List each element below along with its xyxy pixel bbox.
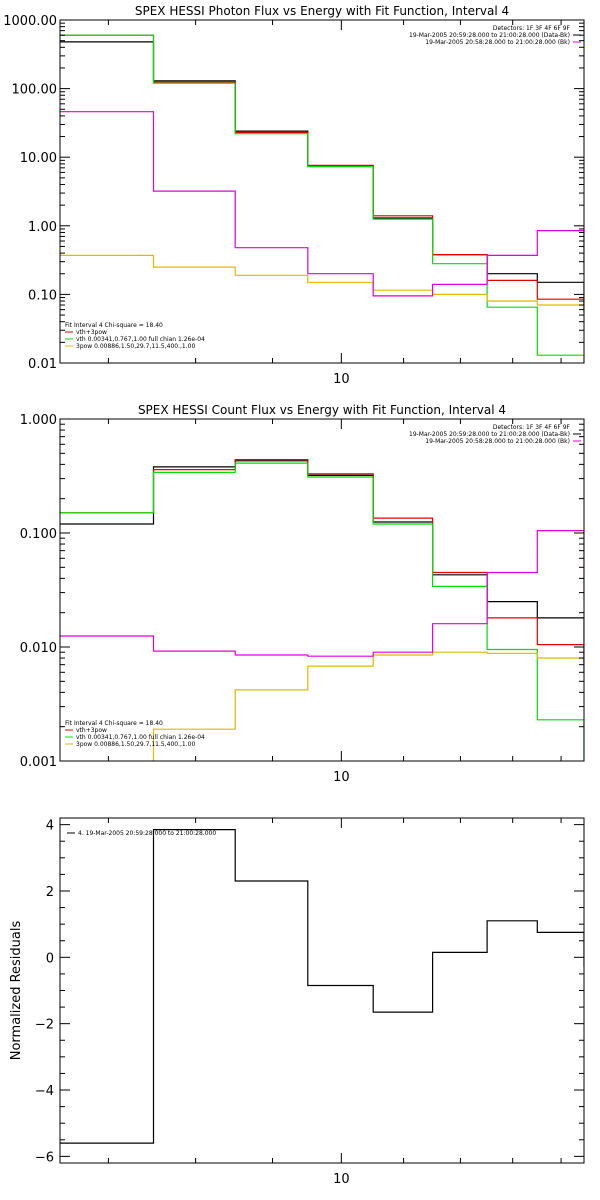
fit-legend-text: vth 0.00341,0.767,1.00 full chian 1.26e-… [76,336,205,343]
y-tick-label: 0.100 [20,527,57,542]
legend-text: 19-Mar-2005 20:58:28.000 to 21:00:28.000… [425,438,570,445]
fit-legend: Fit Interval 4 Chi-square = 18.40vth+3po… [65,720,205,748]
x-tick-label: 10 [333,1172,350,1187]
series-line-vth-3pow [60,459,584,665]
legend-text: 19-Mar-2005 20:58:28.000 to 21:00:28.000… [425,39,570,46]
series-line-vth [60,34,584,363]
y-tick-label: 1.00 [28,220,57,235]
chart-title: SPEX HESSI Photon Flux vs Energy with Fi… [135,4,509,18]
y-tick-label: 100.00 [12,83,58,98]
y-tick-label: 0 [46,951,54,966]
y-tick-label: 1000.00 [3,14,57,29]
series-line-bk [60,530,584,657]
legend-text: Detectors: 1F 3F 4F 6F 9F [493,424,571,431]
y-tick-label: 0.010 [20,641,57,656]
series-line-3pow [60,254,584,310]
x-tick-label: 10 [333,770,350,785]
legend-text: 19-Mar-2005 20:59:28.000 to 21:00:28.000… [409,431,570,438]
fit-legend: Fit Interval 4 Chi-square = 18.40vth+3po… [65,322,205,350]
y-tick-label: 0.001 [20,755,57,770]
residuals-panel: −6 −4 −2 0 2 4 10 Normalized Residuals 4. 19-Mar… [9,817,585,1187]
y-tick-label: 0.01 [28,357,57,372]
chart-title: SPEX HESSI Count Flux vs Energy with Fit… [138,403,506,417]
x-tick-label: 10 [333,372,350,387]
series-line-3pow [152,651,584,761]
y-tick-label: −2 [35,1018,54,1033]
series-line-data-bk [60,41,584,313]
series-line-vth [60,462,584,761]
y-axis-label: Normalized Residuals [9,921,24,1061]
y-tick-label: 4 [46,819,54,834]
legend: 4. 19-Mar-2005 20:59:28.000 to 21:00:28.… [67,830,216,837]
y-tick-label: −6 [35,1150,54,1165]
count-flux-panel: SPEX HESSI Count Flux vs Energy with Fit… [20,403,585,785]
plot-frame [59,19,585,364]
series-line-data-bk [60,460,584,673]
photon-flux-panel: SPEX HESSI Photon Flux vs Energy with Fi… [3,4,585,387]
series-line-vth-3pow [60,34,584,308]
series-line-bk [60,111,584,297]
y-tick-label: 10.00 [20,151,57,166]
plot-frame [59,817,585,1164]
fit-legend-text: 3pow 0.00886,1.50,29.7,11.5,400.,1.00 [76,741,195,748]
fit-legend-header: Fit Interval 4 Chi-square = 18.40 [65,322,163,329]
y-tick-label: 2 [46,885,54,900]
series-group [60,459,584,761]
fit-legend-text: vth+3pow [76,329,107,336]
fit-legend-text: vth 0.00341,0.767,1.00 full chian 1.26e-… [76,734,205,741]
plot-frame [59,418,585,762]
legend-text: Detectors: 1F 3F 4F 6F 9F [493,25,571,32]
fit-legend-text: vth+3pow [76,727,107,734]
y-tick-label: −4 [35,1084,54,1099]
series-line-residuals [60,829,584,1144]
fit-legend-header: Fit Interval 4 Chi-square = 18.40 [65,720,163,727]
legend-text: 19-Mar-2005 20:59:28.000 to 21:00:28.000… [409,32,570,39]
series-group [60,34,584,363]
y-tick-label: 1.000 [20,413,57,428]
legend-text: 4. 19-Mar-2005 20:59:28.000 to 21:00:28.… [78,830,216,837]
series-group [60,829,584,1144]
y-tick-label: 0.10 [28,288,57,303]
fit-legend-text: 3pow 0.00886,1.50,29.7,11.5,400.,1.00 [76,343,195,350]
